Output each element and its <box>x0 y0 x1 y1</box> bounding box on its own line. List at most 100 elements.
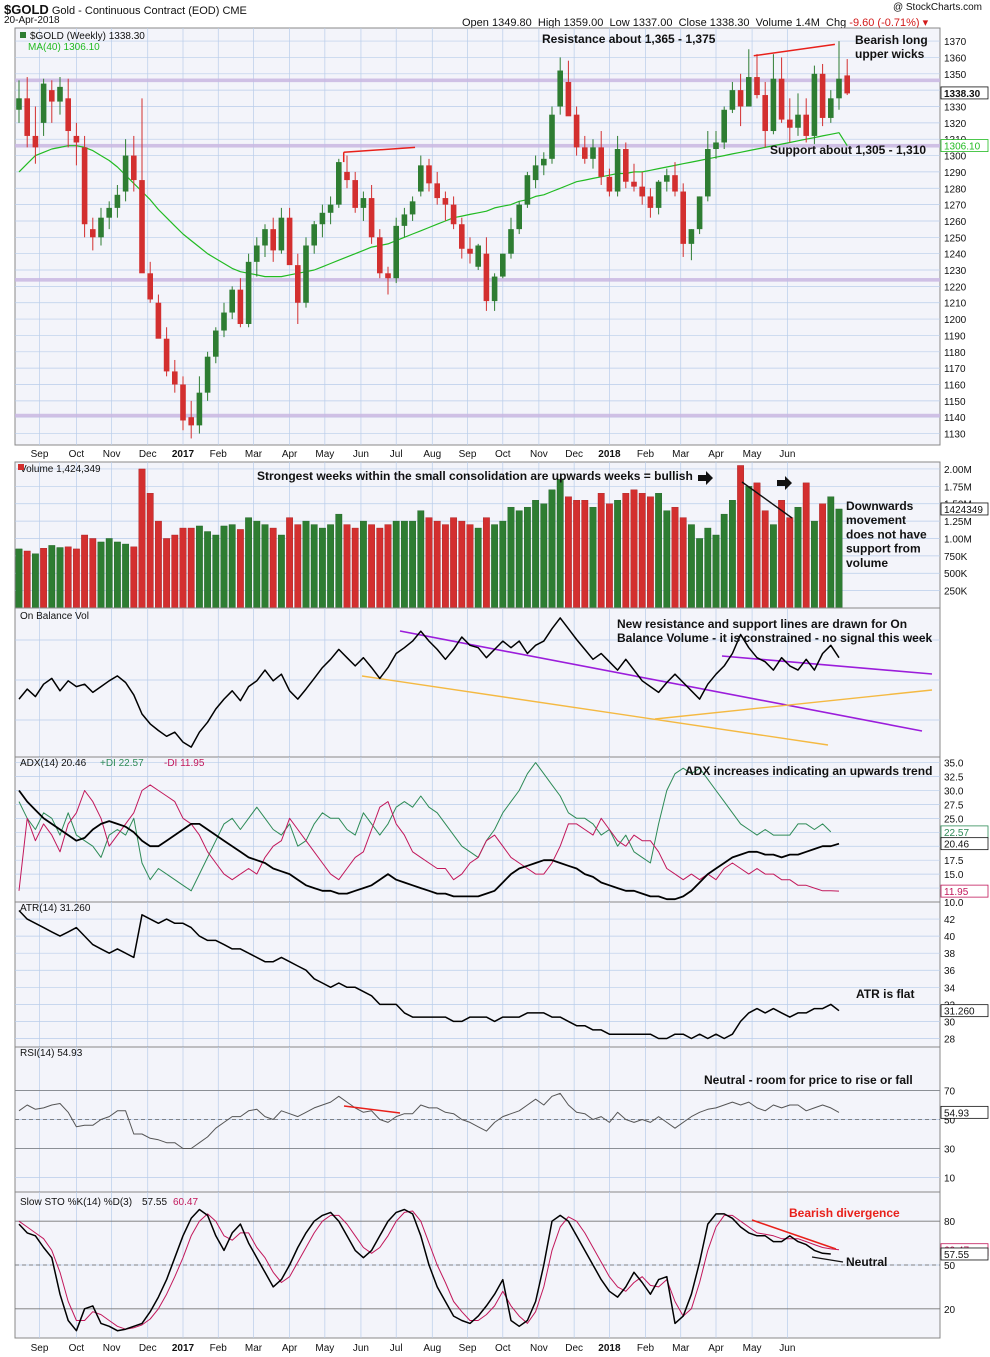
obv-panel-background <box>14 607 941 758</box>
ohlc-readout: Open 1349.80 High 1359.00 Low 1337.00 Cl… <box>462 16 928 29</box>
x-axis-label-bottom: Mar <box>245 1343 263 1354</box>
candle-down <box>73 135 80 143</box>
resistance-annotation: Resistance about 1,365 - 1,375 <box>542 32 716 46</box>
volume-bar-down <box>376 527 384 609</box>
x-axis-label-bottom: Apr <box>282 1343 298 1354</box>
adx-tick-label: 15.0 <box>944 870 964 881</box>
candle-up <box>213 330 219 357</box>
low-value: 1337.00 <box>632 17 673 29</box>
candle-up <box>303 245 309 303</box>
volume-bar-down <box>384 524 392 609</box>
adx-tick-label: 17.5 <box>944 856 964 867</box>
candle-up <box>229 289 235 313</box>
candle-up <box>327 204 334 213</box>
candle-up <box>696 196 703 230</box>
volume-bar-up <box>409 520 416 609</box>
volume-bar-up <box>32 553 39 609</box>
rsi-tick-label: 10 <box>944 1174 956 1185</box>
volume-bar-down <box>236 529 244 609</box>
volume-bar-up <box>811 520 818 609</box>
candle-up <box>500 253 506 277</box>
candle-up <box>508 229 514 254</box>
adx-tick-label: 30.0 <box>944 786 964 797</box>
price-tick-label: 1300 <box>944 152 967 163</box>
candle-down <box>573 114 580 148</box>
atr-tick-label: 42 <box>944 915 956 926</box>
volume-bar-down <box>130 546 138 609</box>
atr-panel-background <box>14 901 941 1048</box>
last-ma-tag: 1306.10 <box>944 142 981 153</box>
volume-bar-up <box>548 489 556 609</box>
price-tick-label: 1370 <box>944 37 967 48</box>
candle-down <box>754 77 760 96</box>
candle-down <box>582 147 588 159</box>
x-axis-label: Oct <box>69 449 85 460</box>
candle-up <box>360 198 367 208</box>
candle-up <box>40 83 47 123</box>
x-axis-label-bottom: Aug <box>423 1343 441 1354</box>
volume-bar-up <box>499 520 507 609</box>
volume-bar-up <box>401 520 408 609</box>
candle-up <box>57 86 63 102</box>
volume-tick-label: 750K <box>944 552 968 563</box>
bearish-wicks-annotation: Bearish long <box>855 33 928 47</box>
x-axis-label-bottom: May <box>743 1343 762 1354</box>
candle-down <box>623 149 629 182</box>
volume-bar-down <box>351 527 359 609</box>
volume-strongest-annotation: Strongest weeks within the small consoli… <box>257 469 693 483</box>
minus-di-tag: 11.95 <box>944 887 969 898</box>
volume-label: Volume <box>755 17 793 29</box>
atr-tag: 31.260 <box>944 1007 975 1018</box>
candle-down <box>295 265 301 303</box>
volume-bar-up <box>56 547 64 609</box>
adx-tick-label: 10.0 <box>944 898 964 909</box>
x-axis-label: Feb <box>637 449 655 460</box>
candle-up <box>532 165 539 181</box>
x-axis-label-bottom: Apr <box>708 1343 724 1354</box>
volume-bar-down <box>778 500 786 609</box>
volume-bar-down <box>23 550 31 609</box>
sto-tick-label: 20 <box>944 1305 956 1316</box>
candle-up <box>311 224 317 246</box>
obv-line <box>18 617 840 748</box>
rsi-annotation: Neutral - room for price to rise or fall <box>704 1073 913 1087</box>
candle-up <box>828 98 834 118</box>
candle-up <box>491 276 498 302</box>
price-tick-label: 1220 <box>944 282 967 293</box>
x-axis-label: Dec <box>565 449 583 460</box>
x-axis-label-bottom: Sep <box>31 1343 49 1354</box>
candle-up <box>336 162 342 205</box>
x-axis-label: Jun <box>779 449 795 460</box>
adx-tick-label: 32.5 <box>944 773 964 784</box>
adx-tick-label: 25.0 <box>944 814 964 825</box>
last-price-tag: 1338.30 <box>944 89 981 100</box>
price-tick-label: 1160 <box>944 380 966 391</box>
price-legend: $GOLD (Weekly) 1338.30 <box>30 31 145 42</box>
volume-bar-down <box>606 503 613 609</box>
volume-tick-label: 1.25M <box>944 517 972 528</box>
volume-last-tag-box <box>940 502 989 516</box>
candle-up <box>278 217 285 251</box>
candle-up <box>664 175 670 182</box>
header-left: $GOLD Gold - Continuous Contract (EOD) C… <box>4 2 247 17</box>
minus-di-tag-box <box>940 884 989 898</box>
volume-bar-up <box>720 513 728 609</box>
volume-bar-down <box>269 527 277 609</box>
volume-bar-down <box>425 517 433 609</box>
ma-legend: MA(40) 1306.10 <box>28 42 100 53</box>
volume-bar-up <box>507 506 515 609</box>
x-axis-label: Mar <box>245 449 263 460</box>
open-value: 1349.80 <box>491 17 532 29</box>
atr-line <box>18 909 840 1040</box>
adx-legend: ADX(14) 20.46 <box>20 758 87 769</box>
sto-neutral-pointer <box>811 1256 844 1263</box>
volume-bar-down <box>171 534 179 609</box>
volume-bar-up <box>663 510 671 609</box>
x-axis-label-bottom: Dec <box>139 1343 157 1354</box>
volume-tick-label: 500K <box>944 569 968 580</box>
candle-up <box>729 90 736 110</box>
symbol: $GOLD <box>4 2 49 17</box>
horizontal-level-band <box>15 143 940 148</box>
volume-bar-down <box>343 524 351 609</box>
